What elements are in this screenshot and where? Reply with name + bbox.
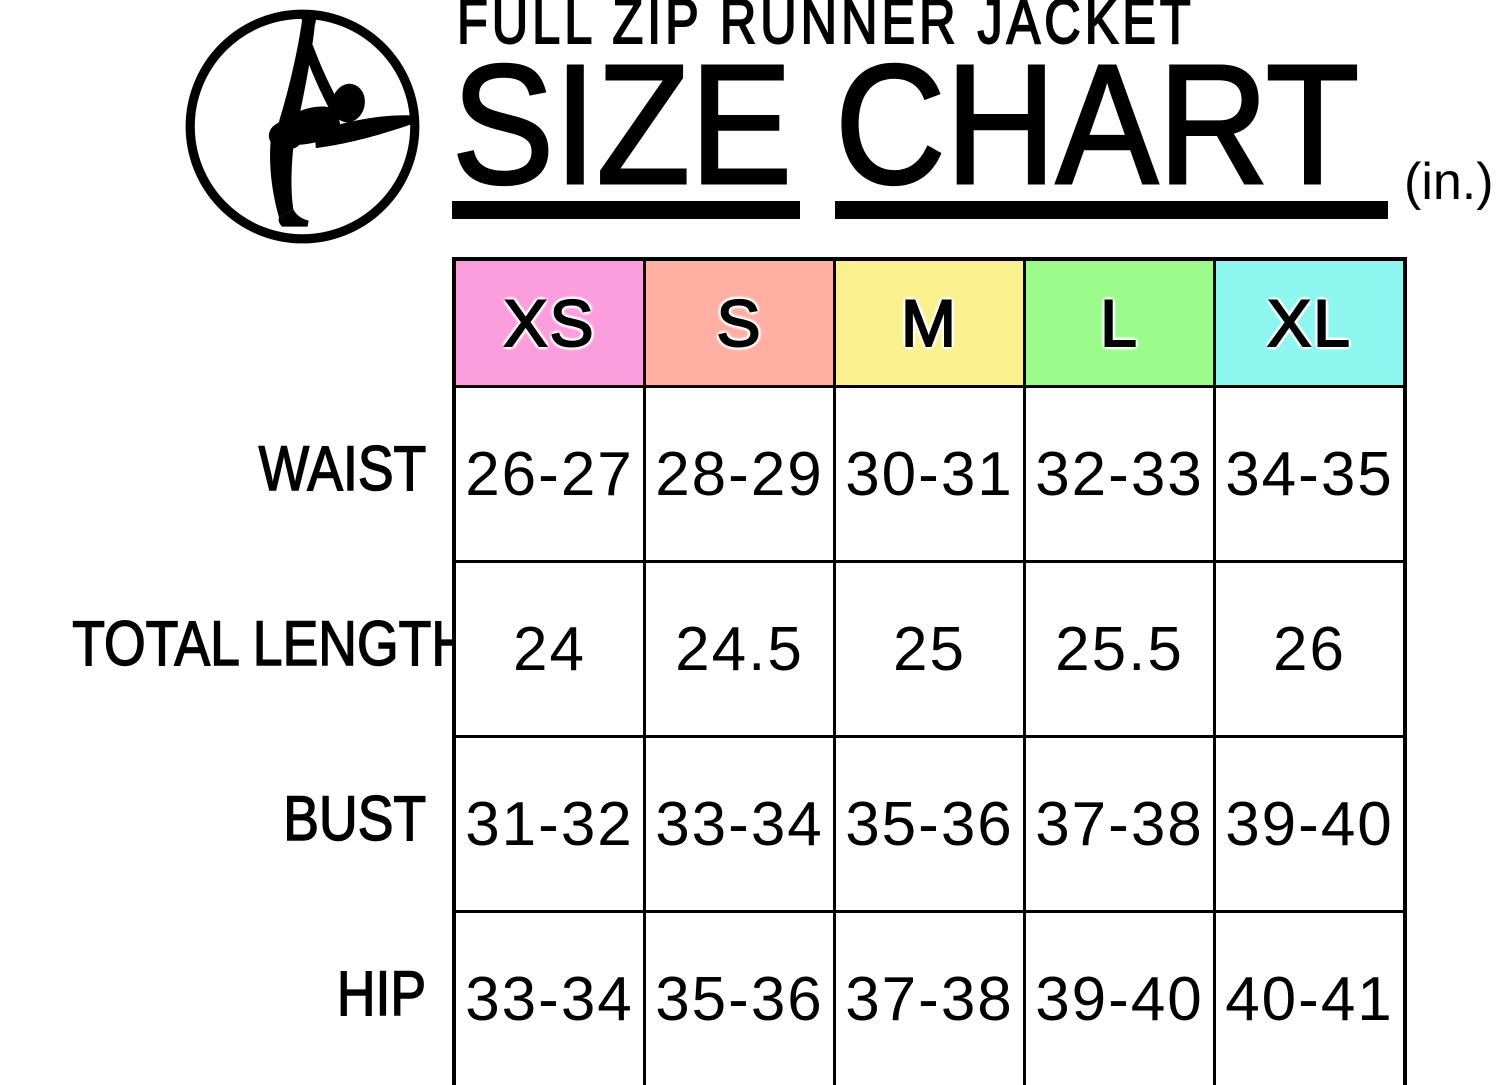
col-header-xs: XS bbox=[452, 257, 646, 388]
cell-total-length-s: 24.5 bbox=[643, 560, 836, 738]
row-labels: WAIST TOTAL LENGTH BUST HIP bbox=[0, 382, 471, 1082]
underline-chart bbox=[835, 201, 1388, 219]
cell-waist-l: 32-33 bbox=[1023, 385, 1216, 563]
cell-total-length-l: 25.5 bbox=[1023, 560, 1216, 738]
cell-bust-xs: 31-32 bbox=[452, 735, 646, 913]
dancer-logo-icon bbox=[185, 9, 420, 244]
table-row-waist: 26-27 28-29 30-31 32-33 34-35 bbox=[452, 385, 1407, 563]
row-label-hip: HIP bbox=[336, 958, 427, 1030]
cell-hip-s: 35-36 bbox=[643, 910, 836, 1085]
row-label-total-length: TOTAL LENGTH bbox=[72, 608, 471, 680]
cell-waist-s: 28-29 bbox=[643, 385, 836, 563]
cell-waist-xs: 26-27 bbox=[452, 385, 646, 563]
page-title-chart: CHART bbox=[834, 30, 1361, 220]
col-header-s: S bbox=[643, 257, 836, 388]
underline-size bbox=[452, 201, 800, 219]
cell-bust-s: 33-34 bbox=[643, 735, 836, 913]
table-row-total-length: 24 24.5 25 25.5 26 bbox=[452, 560, 1407, 738]
col-header-xl: XL bbox=[1213, 257, 1407, 388]
cell-bust-l: 37-38 bbox=[1023, 735, 1216, 913]
table-row-hip: 33-34 35-36 37-38 39-40 40-41 bbox=[452, 910, 1407, 1085]
cell-hip-l: 39-40 bbox=[1023, 910, 1216, 1085]
cell-hip-xl: 40-41 bbox=[1213, 910, 1407, 1085]
product-name: FULL ZIP RUNNER JACKET bbox=[456, 0, 1195, 57]
cell-bust-m: 35-36 bbox=[833, 735, 1026, 913]
size-table: XS S M L XL 26-27 28-29 30-31 32-33 34-3… bbox=[452, 257, 1407, 1085]
size-header-row: XS S M L XL bbox=[452, 257, 1407, 388]
cell-hip-m: 37-38 bbox=[833, 910, 1026, 1085]
row-label-bust: BUST bbox=[283, 783, 427, 855]
cell-total-length-m: 25 bbox=[833, 560, 1026, 738]
col-header-m: M bbox=[833, 257, 1026, 388]
col-header-l: L bbox=[1023, 257, 1216, 388]
cell-waist-xl: 34-35 bbox=[1213, 385, 1407, 563]
cell-bust-xl: 39-40 bbox=[1213, 735, 1407, 913]
cell-total-length-xl: 26 bbox=[1213, 560, 1407, 738]
table-row-bust: 31-32 33-34 35-36 37-38 39-40 bbox=[452, 735, 1407, 913]
unit-note: (in.) bbox=[1404, 153, 1494, 211]
row-label-waist: WAIST bbox=[258, 433, 427, 505]
cell-total-length-xs: 24 bbox=[452, 560, 646, 738]
cell-waist-m: 30-31 bbox=[833, 385, 1026, 563]
cell-hip-xs: 33-34 bbox=[452, 910, 646, 1085]
page-title-size: SIZE bbox=[451, 30, 794, 220]
